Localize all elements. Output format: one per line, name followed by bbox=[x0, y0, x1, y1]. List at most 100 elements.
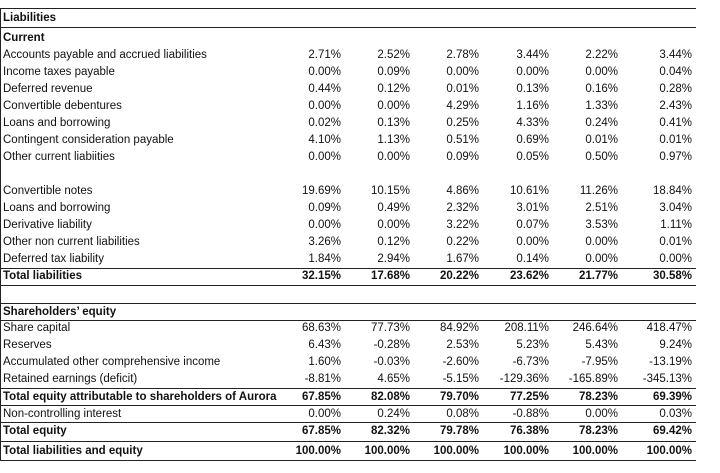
row-label: Current bbox=[3, 32, 45, 44]
value-cell: 82.08% bbox=[370, 391, 410, 403]
value-cell: 76.38% bbox=[509, 425, 549, 437]
value-cell: 77.73% bbox=[370, 322, 410, 334]
value-cell: 1.60% bbox=[308, 356, 341, 368]
value-cell: 0.50% bbox=[585, 151, 618, 163]
value-cell: -345.13% bbox=[642, 373, 692, 385]
value-cell: 2.51% bbox=[585, 202, 618, 214]
rule bbox=[0, 320, 696, 321]
value-cell: 5.23% bbox=[516, 339, 549, 351]
value-cell: 0.00% bbox=[585, 236, 618, 248]
value-cell: 1.16% bbox=[516, 100, 549, 112]
value-cell: 9.24% bbox=[659, 339, 692, 351]
value-cell: 3.01% bbox=[516, 202, 549, 214]
row-label: Loans and borrowing bbox=[3, 202, 111, 214]
rule bbox=[0, 303, 696, 304]
value-cell: 2.78% bbox=[446, 49, 479, 61]
value-cell: 3.04% bbox=[659, 202, 692, 214]
value-cell: 0.01% bbox=[659, 134, 692, 146]
value-cell: 3.22% bbox=[446, 219, 479, 231]
rule bbox=[0, 388, 696, 389]
value-cell: 0.00% bbox=[308, 219, 341, 231]
row-label: Reserves bbox=[3, 339, 52, 351]
value-cell: 69.39% bbox=[652, 391, 692, 403]
value-cell: -129.36% bbox=[499, 373, 549, 385]
value-cell: -2.60% bbox=[442, 356, 479, 368]
row-label: Convertible notes bbox=[3, 185, 93, 197]
rule bbox=[0, 460, 696, 461]
row-label: Share capital bbox=[3, 322, 71, 334]
value-cell: 3.44% bbox=[516, 49, 549, 61]
row-label: Total equity attributable to shareholder… bbox=[3, 391, 277, 403]
value-cell: 100.00% bbox=[433, 445, 479, 457]
value-cell: 69.42% bbox=[652, 425, 692, 437]
value-cell: 100.00% bbox=[572, 445, 618, 457]
rule bbox=[0, 268, 696, 269]
rule bbox=[0, 8, 696, 9]
value-cell: 0.09% bbox=[446, 151, 479, 163]
row-label: Other non current liabilities bbox=[3, 236, 140, 248]
value-cell: 0.07% bbox=[516, 219, 549, 231]
value-cell: 0.01% bbox=[446, 83, 479, 95]
row-label: Total equity bbox=[3, 425, 67, 437]
value-cell: 10.15% bbox=[370, 185, 410, 197]
value-cell: 82.32% bbox=[370, 425, 410, 437]
value-cell: 1.84% bbox=[308, 253, 341, 265]
value-cell: 77.25% bbox=[509, 391, 549, 403]
value-cell: 2.94% bbox=[377, 253, 410, 265]
value-cell: 67.85% bbox=[301, 425, 341, 437]
value-cell: 1.11% bbox=[660, 219, 692, 231]
rule bbox=[0, 422, 696, 423]
value-cell: 78.23% bbox=[578, 425, 618, 437]
value-cell: 0.12% bbox=[377, 236, 410, 248]
value-cell: 4.65% bbox=[377, 373, 410, 385]
value-cell: 0.00% bbox=[585, 253, 618, 265]
value-cell: 21.77% bbox=[578, 270, 618, 282]
value-cell: 5.43% bbox=[585, 339, 618, 351]
value-cell: 0.44% bbox=[308, 83, 341, 95]
value-cell: 0.24% bbox=[377, 408, 410, 420]
value-cell: -0.28% bbox=[373, 339, 410, 351]
border bbox=[0, 8, 1, 461]
value-cell: 0.13% bbox=[377, 117, 410, 129]
row-label: Deferred revenue bbox=[3, 83, 93, 95]
value-cell: 0.09% bbox=[308, 202, 341, 214]
value-cell: 100.00% bbox=[503, 445, 549, 457]
value-cell: 79.78% bbox=[439, 425, 479, 437]
value-cell: 0.97% bbox=[659, 151, 692, 163]
row-label: Shareholders’ equity bbox=[3, 306, 117, 318]
value-cell: 2.43% bbox=[659, 100, 692, 112]
value-cell: 0.16% bbox=[585, 83, 618, 95]
value-cell: -7.95% bbox=[581, 356, 618, 368]
value-cell: 0.00% bbox=[308, 66, 341, 78]
value-cell: 0.00% bbox=[585, 66, 618, 78]
value-cell: 4.29% bbox=[446, 100, 479, 112]
value-cell: 0.02% bbox=[308, 117, 341, 129]
value-cell: 0.49% bbox=[377, 202, 410, 214]
value-cell: -165.89% bbox=[568, 373, 618, 385]
row-label: Accounts payable and accrued liabilities bbox=[3, 49, 207, 61]
value-cell: 67.85% bbox=[301, 391, 341, 403]
value-cell: 0.00% bbox=[308, 408, 341, 420]
row-label: Total liabilities bbox=[3, 270, 83, 282]
row-label: Total liabilities and equity bbox=[3, 445, 143, 457]
value-cell: 100.00% bbox=[295, 445, 341, 457]
value-cell: 0.01% bbox=[659, 236, 692, 248]
rule bbox=[0, 441, 696, 442]
value-cell: 0.01% bbox=[585, 134, 618, 146]
value-cell: 0.22% bbox=[446, 236, 479, 248]
value-cell: 1.33% bbox=[585, 100, 618, 112]
row-label: Derivative liability bbox=[3, 219, 92, 231]
row-label: Liabilities bbox=[3, 12, 57, 24]
value-cell: 2.71% bbox=[308, 49, 341, 61]
value-cell: 2.22% bbox=[585, 49, 618, 61]
value-cell: 100.00% bbox=[646, 445, 692, 457]
value-cell: 17.68% bbox=[370, 270, 410, 282]
value-cell: 20.22% bbox=[439, 270, 479, 282]
value-cell: 0.24% bbox=[585, 117, 618, 129]
value-cell: 1.67% bbox=[446, 253, 479, 265]
value-cell: 0.00% bbox=[308, 100, 341, 112]
rule bbox=[0, 405, 696, 406]
row-label: Contingent consideration payable bbox=[3, 134, 174, 146]
value-cell: 0.00% bbox=[659, 253, 692, 265]
value-cell: 23.62% bbox=[509, 270, 549, 282]
